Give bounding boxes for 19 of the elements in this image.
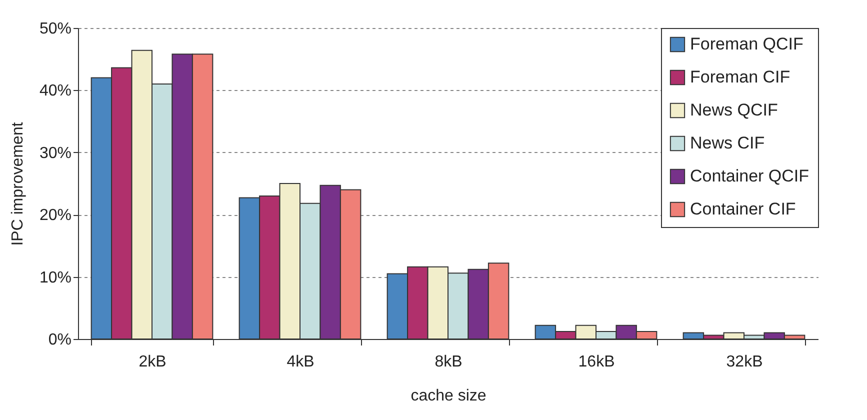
x-tick-label: 2kB xyxy=(138,354,166,370)
x-tick-label: 32kB xyxy=(726,354,763,370)
legend-label: Foreman QCIF xyxy=(690,34,804,54)
y-tick-label: 10% xyxy=(39,269,72,286)
legend-label: Container CIF xyxy=(690,200,796,218)
x-tick-label: 8kB xyxy=(434,354,462,370)
y-tick-label: 50% xyxy=(39,20,72,38)
x-axis-title: cache size xyxy=(410,388,486,404)
y-tick-label: 20% xyxy=(39,207,72,224)
x-tick-label: 16kB xyxy=(578,354,615,370)
legend-label: Container QCIF xyxy=(690,166,810,186)
legend-label: News QCIF xyxy=(690,100,778,120)
y-tick-label: 40% xyxy=(39,82,72,100)
x-tick-label: 4kB xyxy=(286,354,314,370)
y-tick-label: 0% xyxy=(48,332,72,348)
y-axis-title: IPC improvement xyxy=(9,122,26,246)
y-tick-label: 30% xyxy=(39,144,72,162)
legend-label: Foreman CIF xyxy=(690,68,790,86)
legend-label: News CIF xyxy=(690,134,765,152)
